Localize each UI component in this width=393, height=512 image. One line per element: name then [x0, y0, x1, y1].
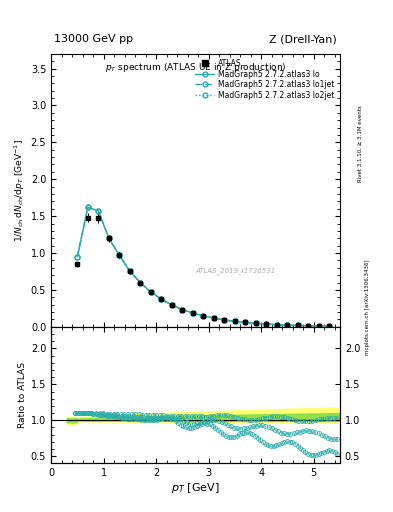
X-axis label: $p_T$ [GeV]: $p_T$ [GeV] [171, 481, 220, 495]
Text: Rivet 3.1.10, ≥ 3.1M events: Rivet 3.1.10, ≥ 3.1M events [358, 105, 363, 182]
Y-axis label: $1/N_{\rm ch}\,{\rm d}N_{\rm ch}/{\rm d}p_T$ [GeV$^{-1}$]: $1/N_{\rm ch}\,{\rm d}N_{\rm ch}/{\rm d}… [12, 139, 27, 242]
Y-axis label: Ratio to ATLAS: Ratio to ATLAS [18, 362, 27, 428]
Text: $p_T$ spectrum (ATLAS UE in Z production): $p_T$ spectrum (ATLAS UE in Z production… [105, 60, 286, 74]
Text: 13000 GeV pp: 13000 GeV pp [54, 34, 133, 44]
Text: mcplots.cern.ch [arXiv:1306.3436]: mcplots.cern.ch [arXiv:1306.3436] [365, 260, 371, 355]
Text: ATLAS_2019_I1736531: ATLAS_2019_I1736531 [196, 267, 276, 274]
Legend: ATLAS, MadGraph5 2.7.2.atlas3 lo, MadGraph5 2.7.2.atlas3 lo1jet, MadGraph5 2.7.2: ATLAS, MadGraph5 2.7.2.atlas3 lo, MadGra… [194, 57, 336, 101]
Text: Z (Drell-Yan): Z (Drell-Yan) [269, 34, 337, 44]
